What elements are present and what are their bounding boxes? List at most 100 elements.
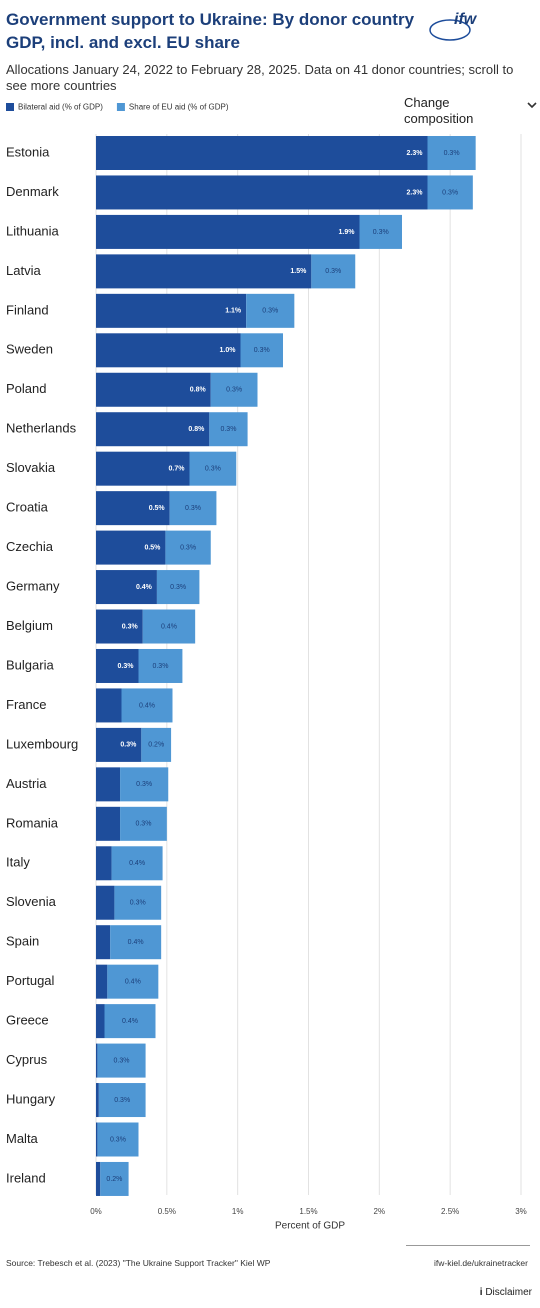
x-tick-label: 3%	[515, 1207, 527, 1216]
value-label: 0.4%	[122, 1018, 138, 1025]
bar-segment	[120, 806, 167, 841]
value-label: 0.3%	[122, 623, 139, 630]
y-tick-label: Denmark	[6, 184, 59, 199]
value-label: 0.4%	[125, 979, 141, 986]
dropdown-chevron[interactable]	[527, 102, 537, 110]
bar-segment	[96, 925, 111, 960]
bar-segment	[96, 254, 312, 289]
bar-segment	[96, 412, 210, 447]
bar-segment	[96, 885, 115, 920]
legend-label: Share of EU aid (% of GDP)	[129, 103, 229, 112]
bar-segment	[96, 846, 112, 881]
value-label: 0.3%	[135, 821, 151, 828]
bar-segment	[98, 1083, 146, 1118]
disclaimer-text: Disclaimer	[485, 1287, 532, 1298]
bar-segment	[209, 412, 248, 447]
value-label: 0.3%	[114, 1057, 130, 1064]
bar-segment	[246, 293, 295, 328]
bar-segment	[169, 491, 217, 526]
legend-label: Bilateral aid (% of GDP)	[18, 103, 103, 112]
y-tick-label: Portugal	[6, 973, 55, 988]
bar-segment	[96, 806, 121, 841]
bar-segment	[97, 1122, 139, 1157]
y-tick-label: Estonia	[6, 144, 50, 159]
value-label: 0.3%	[120, 742, 137, 749]
bar-segment	[120, 767, 169, 802]
y-tick-label: Finland	[6, 302, 49, 317]
y-tick-label: Sweden	[6, 342, 53, 357]
legend-swatch	[116, 103, 125, 111]
y-tick-label: Croatia	[6, 500, 49, 515]
bar-segment	[189, 451, 237, 486]
y-tick-label: Czechia	[6, 539, 54, 554]
source-link[interactable]: ifw-kiel.de/ukrainetracker	[433, 1258, 528, 1268]
logo-text: ifw	[454, 11, 478, 28]
y-tick-label: Germany	[6, 578, 60, 593]
chart-title: Government support to Ukraine: By donor …	[6, 10, 415, 52]
bar-segment	[96, 214, 360, 249]
bar-segment	[96, 333, 241, 368]
value-label: 0.3%	[205, 466, 221, 473]
y-tick-label: Netherlands	[6, 421, 77, 436]
value-label: 0.8%	[188, 426, 205, 433]
bar-segment	[97, 1043, 146, 1078]
y-tick-label: Poland	[6, 381, 46, 396]
value-label: 0.3%	[325, 268, 341, 275]
logo-mark	[429, 19, 471, 41]
bar-segment	[156, 570, 200, 605]
y-tick-label: Slovenia	[6, 894, 57, 909]
x-tick-label: 2%	[374, 1207, 386, 1216]
x-tick-label: 0%	[90, 1207, 102, 1216]
bar-segment	[96, 727, 142, 762]
bar-segment	[141, 727, 172, 762]
bar-segment	[96, 175, 428, 210]
value-label: 0.7%	[169, 466, 186, 473]
value-label: 0.3%	[118, 663, 135, 670]
y-tick-label: Slovakia	[6, 460, 56, 475]
bar-segment	[359, 214, 402, 249]
y-tick-label: Lithuania	[6, 223, 60, 238]
bar-segment	[96, 1043, 98, 1078]
value-label: 1.5%	[290, 268, 307, 275]
change-composition-button[interactable]: Change composition	[404, 95, 474, 126]
bar-segment	[121, 688, 173, 723]
bar-segment	[111, 846, 163, 881]
value-label: 0.2%	[106, 1176, 122, 1183]
bar-segment	[96, 1122, 98, 1157]
value-label: 2.3%	[407, 189, 424, 196]
value-label: 1.9%	[339, 229, 356, 236]
bar-segment	[96, 136, 428, 170]
x-tick-label: 1%	[232, 1207, 244, 1216]
value-label: 0.5%	[144, 544, 161, 551]
bar-segment	[96, 688, 122, 723]
value-label: 0.3%	[110, 1136, 126, 1143]
y-tick-label: Hungary	[6, 1091, 56, 1106]
legend-swatch	[6, 103, 14, 111]
disclaimer[interactable]: i Disclaimer	[480, 1287, 532, 1298]
bar-segment	[100, 1161, 129, 1196]
value-label: 0.3%	[262, 308, 278, 315]
logo: ifw	[429, 11, 478, 41]
bar-segment	[96, 1004, 105, 1039]
y-tick-label: Austria	[6, 776, 47, 791]
y-tick-label: Romania	[6, 815, 59, 830]
y-tick-label: Ireland	[6, 1170, 46, 1185]
value-label: 0.4%	[128, 939, 144, 946]
bar-segment	[240, 333, 283, 368]
value-label: 1.1%	[225, 308, 242, 315]
value-label: 0.4%	[139, 702, 155, 709]
bar-segment	[96, 1161, 101, 1196]
bar-segment	[210, 372, 258, 407]
x-tick-label: 2.5%	[441, 1207, 459, 1216]
bar-segment	[96, 491, 170, 526]
y-tick-label: Greece	[6, 1013, 49, 1028]
chart: Bilateral aid (% of GDP) Share of EU aid …	[6, 103, 527, 1232]
bar-segment	[110, 925, 162, 960]
bar-segment	[96, 372, 211, 407]
value-label: 2.3%	[407, 150, 424, 157]
value-label: 0.3%	[170, 584, 186, 591]
y-tick-label: Luxembourg	[6, 736, 78, 751]
bar-segment	[311, 254, 356, 289]
value-label: 0.3%	[220, 426, 236, 433]
bar-segment	[96, 1083, 99, 1118]
